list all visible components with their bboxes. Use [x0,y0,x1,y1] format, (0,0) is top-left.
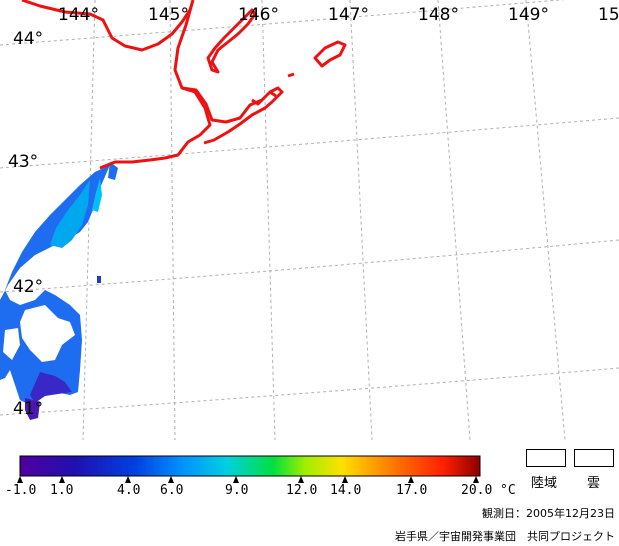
parallel-line [0,117,619,169]
lon-label-150: 15 [598,5,619,25]
temperature-region [30,372,72,403]
meridian-line [261,0,276,441]
lon-label-147: 147° [328,5,369,25]
meridian-line [169,0,176,441]
islet-coastline [287,72,295,78]
temperature-region [25,398,40,420]
meridian-line [437,0,471,441]
meridian-line [349,0,373,441]
coastline [21,0,347,170]
legend-land-label: 陸域 [531,476,558,491]
color-bar-tick-marks [17,476,479,483]
temperature-region [97,276,101,283]
tick-mark [125,476,131,483]
color-bar-tick-labels: -1.0 1.0 4.0 6.0 9.0 12.0 14.0 17.0 20.0… [5,483,516,498]
lat-label-42: 42° [13,277,43,297]
temperature-region [50,180,90,248]
lat-labels: 44° 43° 42° 41° [8,29,43,419]
unit-label: °C [500,483,516,498]
temperature-data-patch [0,162,118,420]
tick-label: 20.0 [461,483,492,498]
lon-label-145: 145° [148,5,189,25]
tick-label: 14.0 [330,483,361,498]
lon-labels: 144° 145° 146° 147° 148° 149° 15 [58,5,619,25]
tick-mark [233,476,239,483]
meridian-line [525,0,566,441]
tick-label: 4.0 [117,483,140,498]
tick-label: 1.0 [50,483,73,498]
parallel-line [0,367,619,416]
lon-label-144: 144° [58,5,99,25]
temperature-region [108,162,118,180]
tick-label: 6.0 [160,483,183,498]
habomai-coastline [251,90,277,106]
tick-mark [298,476,304,483]
nemuro-coastline [181,86,284,145]
tick-mark [59,476,65,483]
tick-mark [408,476,414,483]
tick-label: 12.0 [286,483,317,498]
hokkaido-coastline [21,0,212,170]
lon-label-148: 148° [418,5,459,25]
lat-label-44: 44° [13,29,43,49]
tick-mark [168,476,174,483]
legend-land-swatch [526,449,566,467]
parallel-line [0,0,566,46]
tick-label: 17.0 [396,483,427,498]
temperature-region [3,328,20,360]
tick-mark [473,476,479,483]
tick-mark [17,476,23,483]
kunashiri-coastline [206,8,257,74]
tick-mark [342,476,348,483]
lat-label-43: 43° [8,152,38,172]
lat-label-41: 41° [13,399,43,419]
tick-label: -1.0 [5,483,36,498]
tick-label: 9.0 [225,483,248,498]
lon-label-146: 146° [238,5,279,25]
legend-cloud-swatch [574,449,614,467]
legend-cloud-label: 雲 [587,476,601,491]
temperature-region [20,305,75,362]
shikotan-coastline [313,40,347,68]
temperature-region [92,178,102,212]
observation-date: 観測日：2005年12月23日 [482,507,615,520]
lon-label-149: 149° [508,5,549,25]
color-bar [19,455,481,477]
credit-text: 岩手県／宇宙開発事業団 共同プロジェクト [395,530,615,543]
meridian-line [82,0,96,441]
graticule [0,0,619,441]
parallel-line [0,239,619,293]
